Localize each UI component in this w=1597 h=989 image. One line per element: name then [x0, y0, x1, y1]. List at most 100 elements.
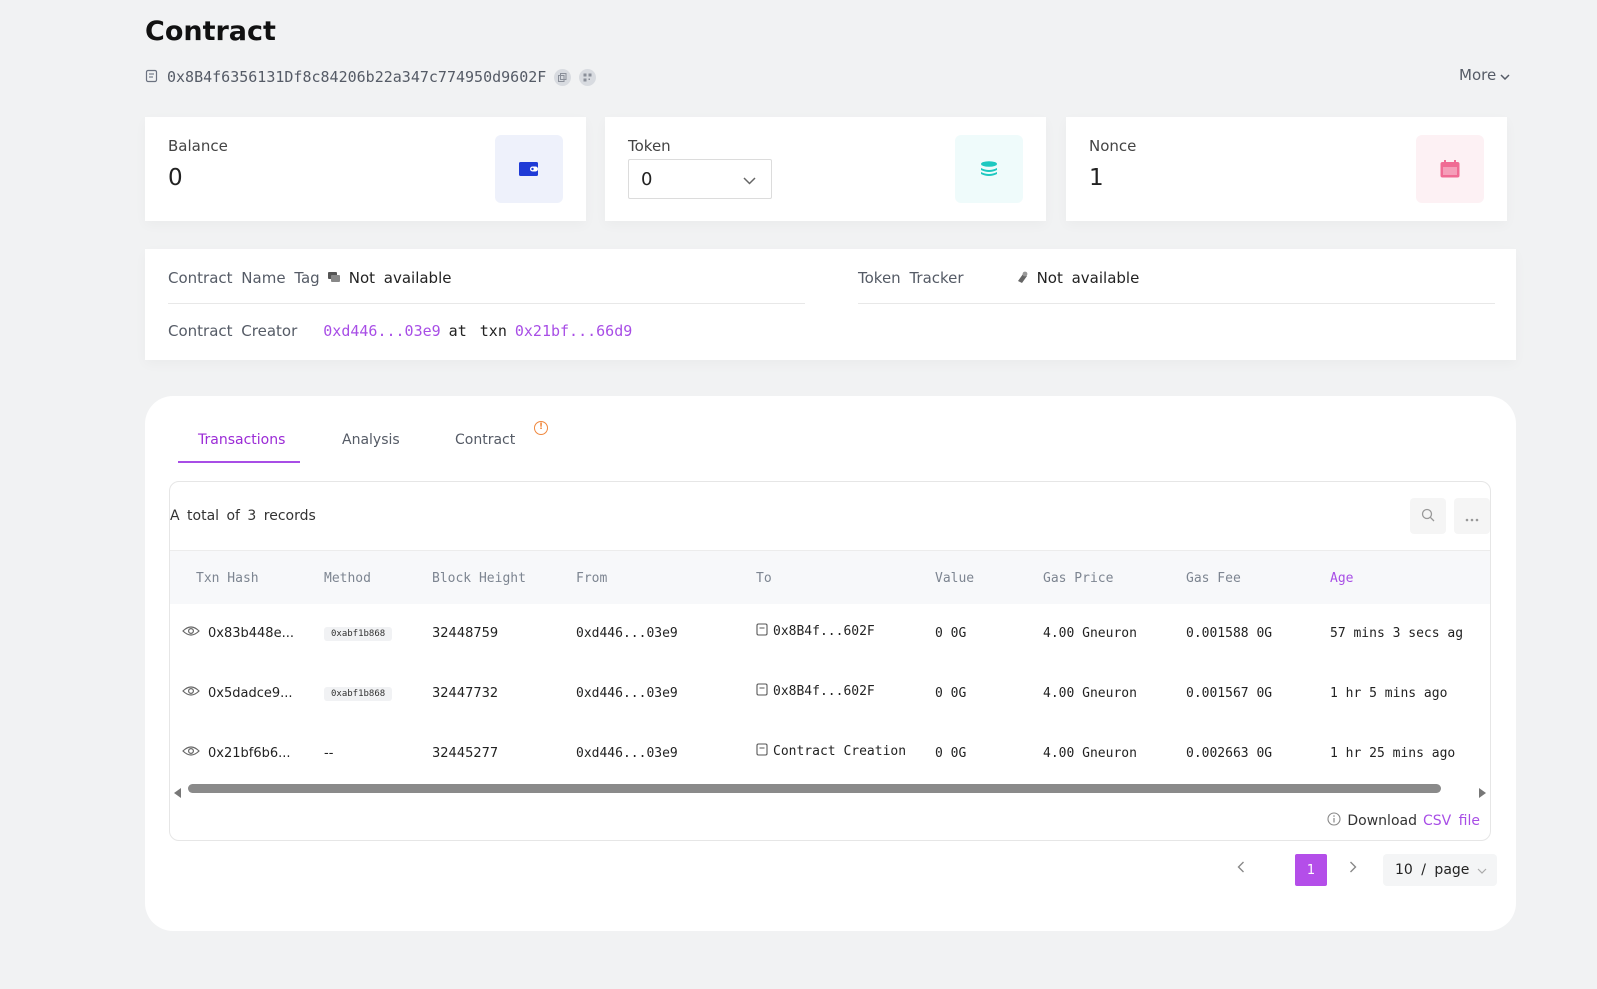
- token-tracker-cell: Token Tracker Not available: [858, 269, 1139, 287]
- wallet-icon: [495, 135, 563, 203]
- token-tracker-icon: [1016, 269, 1029, 287]
- copy-icon[interactable]: [554, 68, 572, 86]
- tag-icon: [327, 269, 341, 287]
- eye-icon[interactable]: [182, 685, 200, 701]
- block-height-link[interactable]: 32447732: [432, 686, 499, 701]
- value-cell: 0 0G: [935, 746, 967, 761]
- nonce-label: Nonce: [1089, 137, 1137, 155]
- contract-address-row: 0x8B4f6356131Df8c84206b22a347c774950d960…: [145, 66, 597, 88]
- token-selected-value: 0: [641, 168, 653, 190]
- creator-address-link[interactable]: 0xd446...03e9: [323, 322, 441, 340]
- balance-value: 0: [168, 165, 183, 191]
- table-header: Txn Hash Method Block Height From To Val…: [170, 550, 1490, 604]
- to-contract-creation: Contract Creation: [773, 744, 907, 759]
- scroll-right-icon[interactable]: [1478, 783, 1486, 802]
- token-select[interactable]: 0: [628, 159, 772, 199]
- to-address-link[interactable]: 0x8B4f...602F: [773, 684, 875, 699]
- value-cell: 0 0G: [935, 626, 967, 641]
- records-count: A total of 3 records: [170, 508, 316, 524]
- chevron-down-icon: [743, 169, 756, 190]
- contract-info-box: Contract Name Tag Not available Contract…: [145, 249, 1516, 360]
- age-cell: 1 hr 5 mins ago: [1330, 686, 1448, 701]
- ellipsis-icon: [1465, 507, 1479, 526]
- column-header: Block Height: [432, 571, 526, 586]
- column-header: Gas Price: [1043, 571, 1114, 586]
- nonce-card: Nonce 1: [1066, 117, 1507, 221]
- chevron-down-icon: [1477, 862, 1487, 878]
- scrollbar-thumb[interactable]: [188, 784, 1441, 793]
- transactions-table: A total of 3 records Txn Hash Method Blo…: [169, 481, 1491, 841]
- contract-address: 0x8B4f6356131Df8c84206b22a347c774950d960…: [167, 68, 547, 86]
- block-height-link[interactable]: 32448759: [432, 626, 499, 641]
- more-dropdown[interactable]: More: [1459, 66, 1510, 84]
- method-badge: 0xabf1b868: [324, 685, 393, 701]
- method-value: 0xabf1b868: [324, 627, 393, 641]
- download-label: Download: [1347, 813, 1417, 829]
- more-label: More: [1459, 66, 1497, 84]
- page-size-select[interactable]: 10 / page: [1383, 854, 1497, 886]
- age-cell: 57 mins 3 secs ag: [1330, 626, 1464, 641]
- contract-icon: [756, 622, 769, 640]
- search-icon: [1421, 507, 1435, 526]
- qrcode-icon[interactable]: [579, 68, 597, 86]
- info-icon: [1327, 812, 1341, 830]
- balance-card: Balance 0: [145, 117, 586, 221]
- block-height-link[interactable]: 32445277: [432, 746, 499, 761]
- table-row: 0x5dadce9... 0xabf1b868 32447732 0xd446.…: [170, 664, 1490, 724]
- from-address-link[interactable]: 0xd446...03e9: [576, 686, 678, 701]
- prev-page-icon[interactable]: [1237, 861, 1245, 877]
- gas-price-cell: 4.00 Gneuron: [1043, 746, 1137, 761]
- search-button[interactable]: [1410, 498, 1446, 534]
- gas-fee-cell: 0.001567 0G: [1186, 686, 1273, 701]
- to-address-link[interactable]: 0x8B4f...602F: [773, 624, 875, 639]
- column-header-age[interactable]: Age: [1330, 571, 1354, 586]
- download-csv-link[interactable]: CSV file: [1422, 813, 1480, 829]
- age-cell: 1 hr 25 mins ago: [1330, 746, 1456, 761]
- coins-stack-icon: [955, 135, 1023, 203]
- scroll-left-icon[interactable]: [174, 783, 182, 802]
- creator-cell: Contract Creator 0xd446...03e9 at txn 0x…: [168, 322, 632, 340]
- page-title: Contract: [145, 16, 276, 47]
- column-header: Gas Fee: [1186, 571, 1241, 586]
- creator-txn-link[interactable]: 0x21bf...66d9: [514, 322, 633, 340]
- page-1-button[interactable]: 1: [1295, 854, 1327, 886]
- column-header: To: [756, 571, 772, 586]
- from-address-link[interactable]: 0xd446...03e9: [576, 626, 678, 641]
- transactions-panel: Transactions Analysis Contract ! A total…: [145, 396, 1516, 931]
- active-tab-indicator: [178, 461, 300, 463]
- creator-label: Contract Creator: [168, 322, 298, 340]
- column-header: Method: [324, 571, 371, 586]
- name-tag-value: Not available: [348, 269, 452, 287]
- txn-hash-link[interactable]: 0x21bf6b6...: [208, 746, 291, 761]
- tab-analysis[interactable]: Analysis: [342, 432, 400, 448]
- gas-fee-cell: 0.002663 0G: [1186, 746, 1273, 761]
- contract-icon: [756, 742, 769, 760]
- calendar-icon: [1416, 135, 1484, 203]
- tab-contract[interactable]: Contract: [455, 432, 516, 448]
- name-tag-label: Contract Name Tag: [168, 269, 320, 287]
- contract-icon: [756, 682, 769, 700]
- method-value: 0xabf1b868: [324, 687, 393, 701]
- creator-at-text: at txn: [448, 322, 507, 340]
- table-row: 0x21bf6b6... -- 32445277 0xd446...03e9 C…: [170, 724, 1490, 784]
- token-tracker-label: Token Tracker: [858, 269, 964, 287]
- column-header: Value: [935, 571, 975, 586]
- method-badge: 0xabf1b868: [324, 625, 393, 641]
- warning-icon: !: [534, 421, 548, 435]
- balance-label: Balance: [168, 137, 228, 155]
- eye-icon[interactable]: [182, 745, 200, 761]
- download-csv: Download CSV file: [1327, 812, 1480, 830]
- next-page-arrow[interactable]: [1349, 861, 1357, 877]
- nonce-value: 1: [1089, 165, 1104, 191]
- token-label: Token: [628, 137, 671, 155]
- eye-icon[interactable]: [182, 625, 200, 641]
- column-header: Txn Hash: [196, 571, 259, 586]
- tab-transactions[interactable]: Transactions: [198, 432, 286, 448]
- from-address-link[interactable]: 0xd446...03e9: [576, 746, 678, 761]
- txn-hash-link[interactable]: 0x83b448e...: [208, 626, 294, 641]
- method-value: --: [324, 746, 334, 761]
- gas-fee-cell: 0.001588 0G: [1186, 626, 1273, 641]
- more-options-button[interactable]: [1454, 498, 1490, 534]
- horizontal-scrollbar[interactable]: [174, 782, 1486, 798]
- txn-hash-link[interactable]: 0x5dadce9...: [208, 686, 293, 701]
